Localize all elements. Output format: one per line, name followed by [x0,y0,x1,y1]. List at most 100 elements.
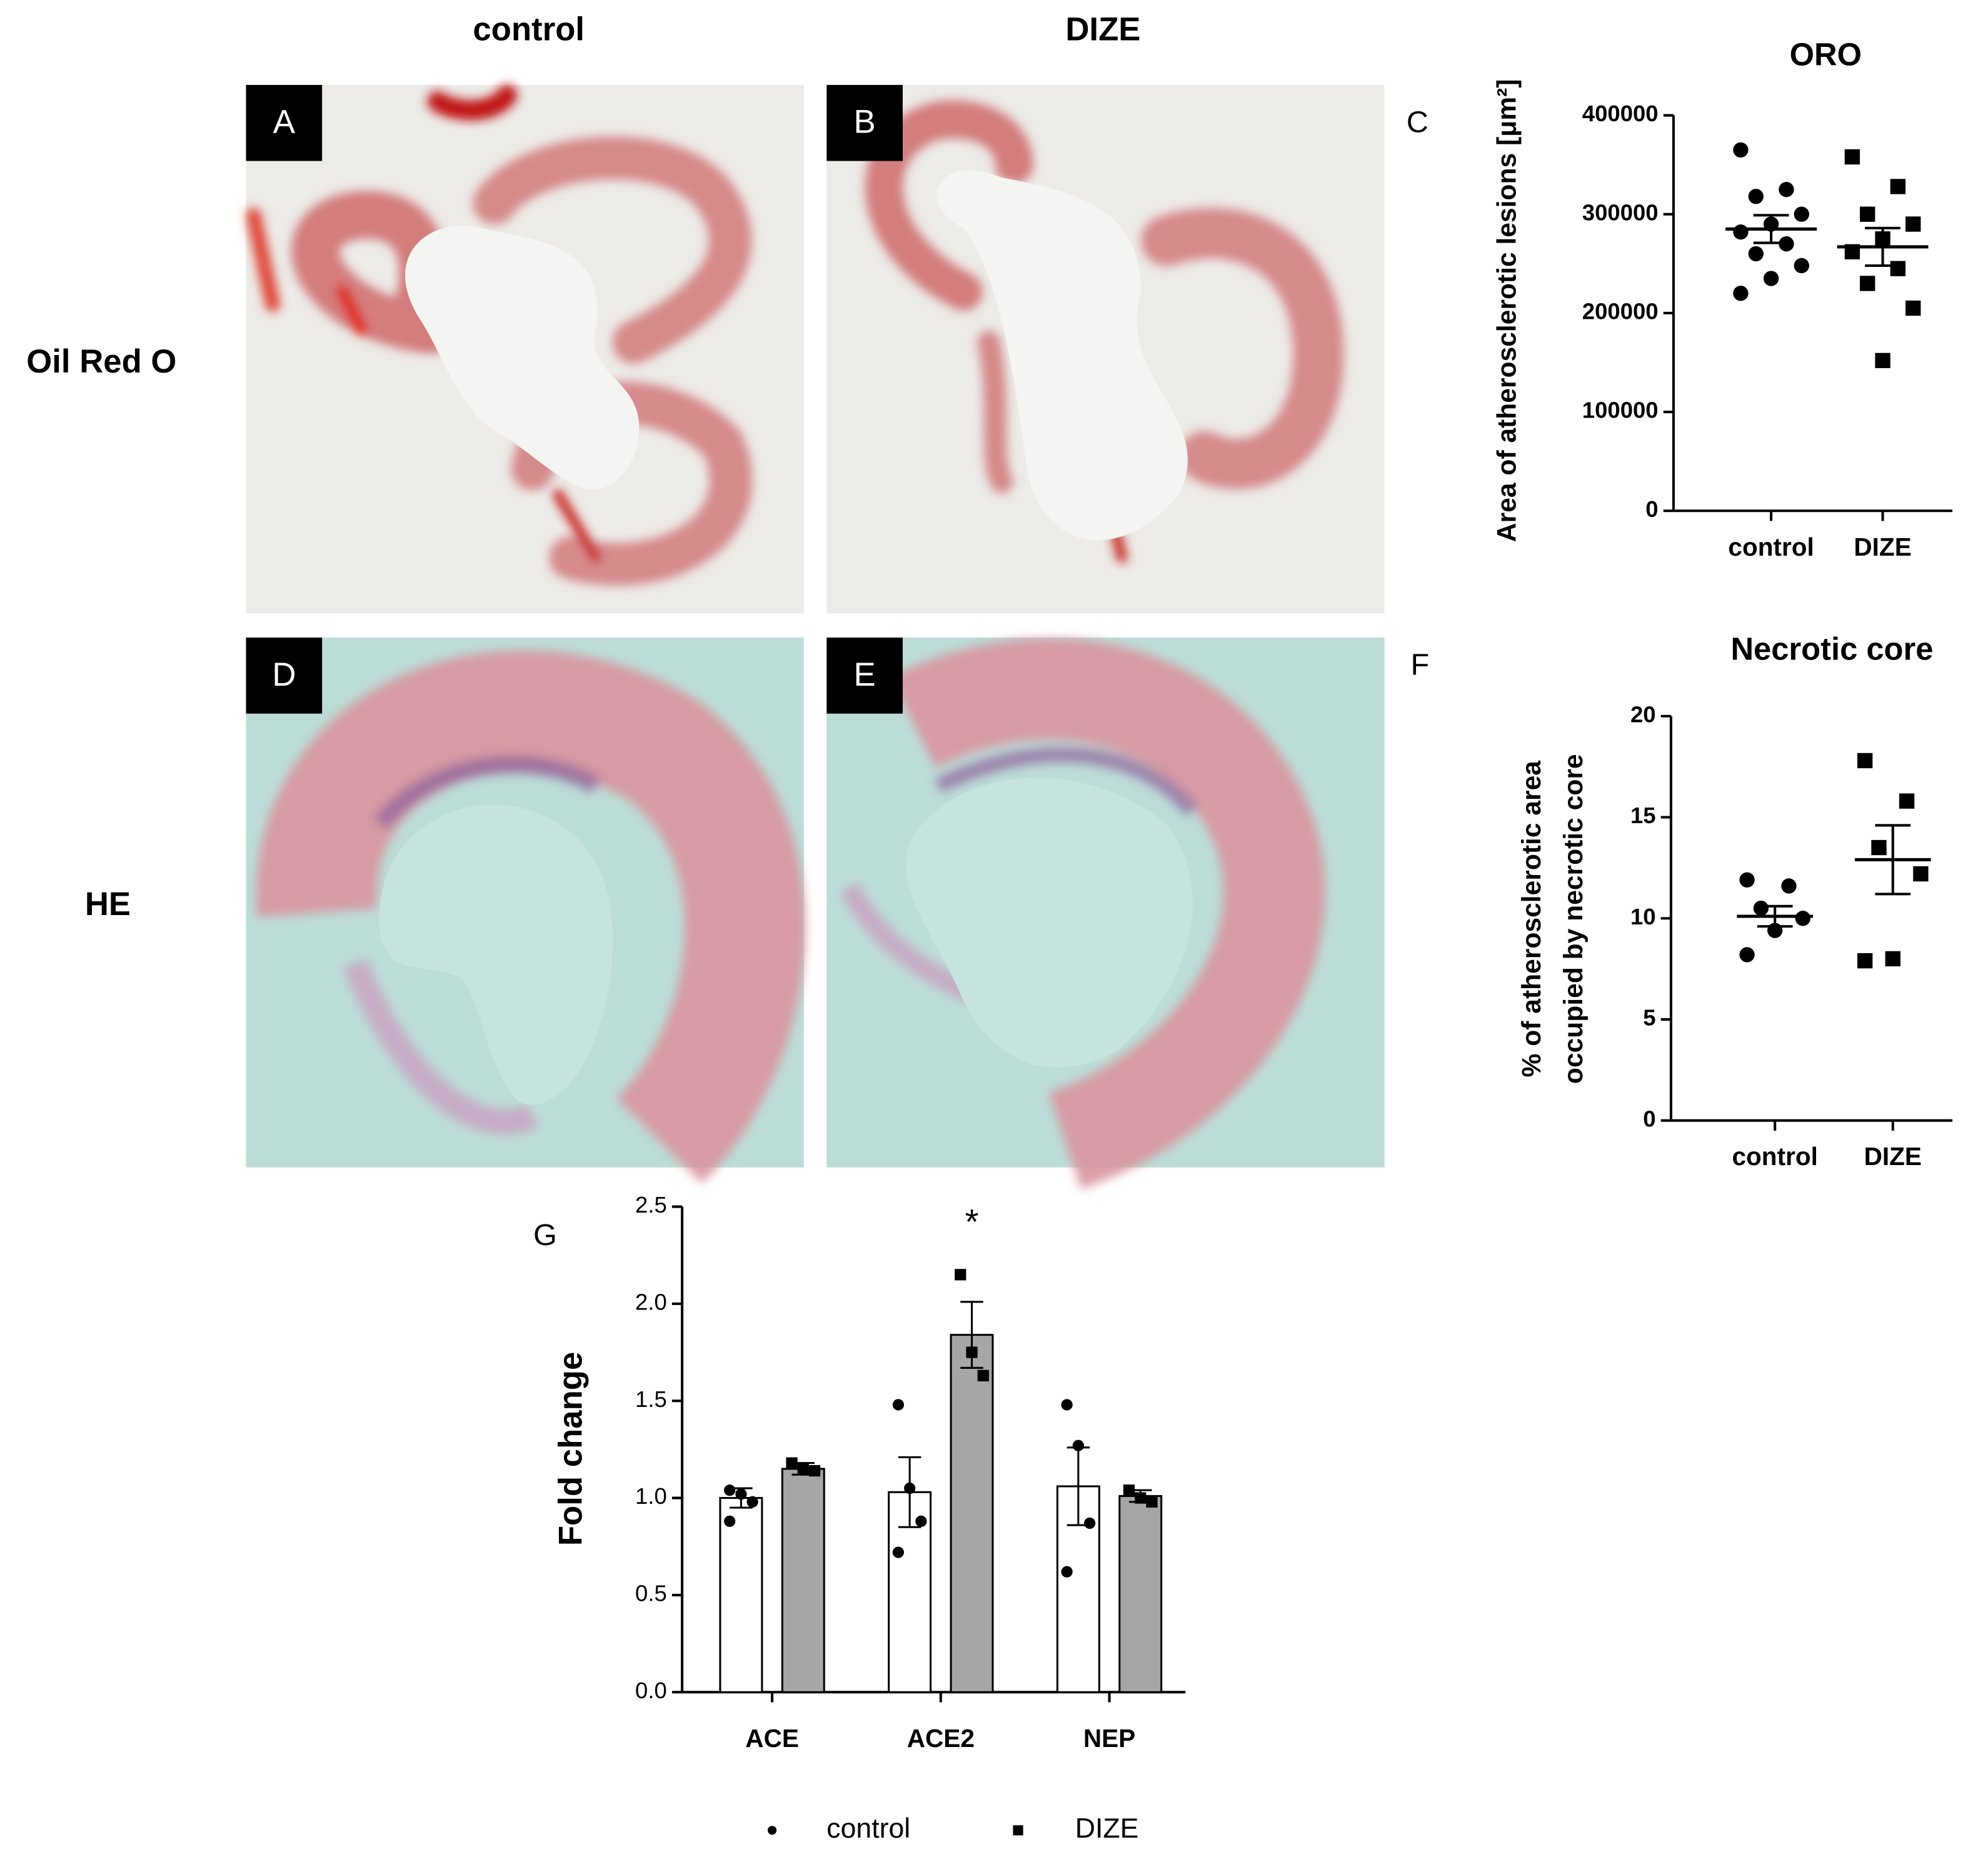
bar [781,1468,825,1693]
x-tick-label: ACE2 [907,1724,975,1753]
data-point [735,1488,747,1500]
data-point [1885,951,1900,967]
data-point [797,1463,809,1475]
y-axis-label: % of atherosclerotic area [1517,761,1547,1078]
micrograph [826,84,1385,614]
y-tick-label: 10 [1630,904,1656,929]
data-point [1857,753,1873,769]
panel-label: F [1411,648,1430,682]
data-point [892,1546,905,1558]
data-point [1123,1484,1135,1496]
data-point [1899,793,1915,809]
data-point [1748,246,1764,262]
y-tick-label: 0 [1643,1106,1655,1131]
x-tick-label: ACE [745,1724,799,1753]
data-point [746,1496,758,1508]
legend-marker [768,1826,777,1835]
y-tick-label: 2.0 [635,1289,667,1315]
data-point [1781,878,1797,894]
data-point [904,1482,916,1494]
panel-label: A [273,104,296,141]
data-point [1146,1496,1158,1508]
panel-label: D [272,656,296,693]
panel-label: B [854,104,876,141]
data-point [1779,182,1794,198]
y-tick-label: 0.5 [635,1581,667,1606]
data-point [1860,276,1875,291]
data-point [1794,258,1809,274]
panel-badge [246,84,323,161]
bar [719,1497,763,1693]
bar [1118,1494,1163,1693]
data-point [977,1369,989,1381]
x-tick-label: DIZE [1854,533,1911,561]
data-point [1739,947,1755,963]
y-axis-label: Area of atherosclerotic lesions [μm²] [1492,79,1522,543]
data-point [1739,872,1755,888]
data-point [1905,300,1921,316]
legend-label: DIZE [1075,1813,1139,1844]
data-point [1795,911,1810,926]
panel-label: E [854,656,876,693]
y-tick-label: 5 [1643,1005,1655,1031]
y-tick-label: 1.5 [635,1386,667,1412]
data-point [1072,1439,1084,1451]
data-point [1748,189,1764,204]
data-point [724,1484,736,1496]
data-point [1733,142,1749,158]
y-axis-label: occupied by necrotic core [1559,754,1589,1084]
micrograph [246,638,806,1184]
panel-label: C [1407,106,1428,139]
y-tick-label: 2.5 [635,1192,667,1218]
data-point [1753,900,1769,916]
row-label: Oil Red O [26,343,176,380]
data-point [1913,866,1929,882]
micrograph [826,638,1385,1189]
data-point [1857,953,1873,969]
x-tick-label: control [1732,1142,1817,1171]
micrograph [246,84,804,614]
chart-title: ORO [1790,37,1862,73]
panel-label: G [533,1218,557,1252]
data-point [1844,149,1860,165]
row-label: HE [85,886,131,923]
y-tick-label: 300000 [1582,199,1659,225]
data-point [808,1464,821,1477]
panel-badge [246,638,323,714]
y-tick-label: 20 [1630,701,1656,727]
data-point [1061,1399,1073,1411]
column-label: control [473,11,585,48]
column-label: DIZE [1065,11,1140,48]
data-point [786,1457,798,1469]
y-tick-label: 100000 [1582,398,1659,423]
data-point [1794,206,1809,222]
y-tick-label: 200000 [1582,299,1659,324]
legend-label: control [826,1813,910,1844]
annotation: * [965,1203,978,1242]
data-point [1061,1566,1073,1578]
y-tick-label: 0.0 [635,1678,667,1703]
y-tick-label: 400000 [1582,101,1659,126]
data-point [955,1269,966,1281]
data-point [1860,206,1875,222]
panel-badge [826,84,903,161]
panel-badge [826,638,903,714]
data-point [1875,353,1890,368]
x-tick-label: control [1728,533,1814,561]
data-point [892,1399,905,1411]
x-tick-label: DIZE [1864,1142,1922,1171]
y-tick-label: 0 [1645,496,1658,522]
data-point [1083,1517,1096,1529]
data-point [1890,261,1906,276]
y-tick-label: 1.0 [635,1483,667,1509]
data-point [1905,216,1921,232]
x-tick-label: NEP [1083,1724,1135,1753]
data-point [915,1515,927,1527]
legend-marker [1013,1825,1023,1836]
chart-title: Necrotic core [1730,631,1933,667]
data-point [1890,179,1906,194]
data-point [1763,271,1779,286]
bar [950,1334,994,1693]
data-point [1733,224,1749,240]
